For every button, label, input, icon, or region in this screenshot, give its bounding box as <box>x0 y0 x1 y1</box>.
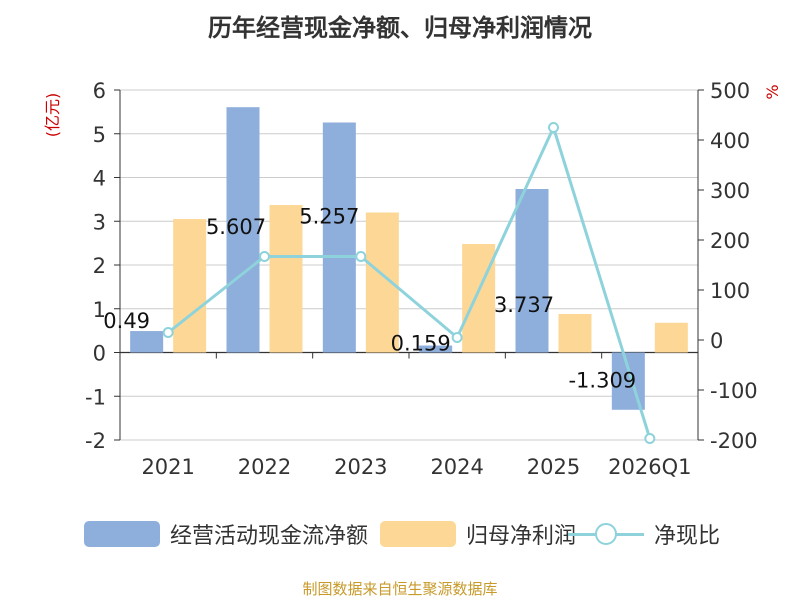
y-right-tick-label: 100 <box>710 279 750 303</box>
legend-swatch-ratio <box>568 521 644 547</box>
data-label-cashflow: 5.257 <box>299 205 359 229</box>
y-left-tick-label: 4 <box>93 167 106 191</box>
data-label-cashflow: 0.159 <box>391 332 451 356</box>
bars <box>130 107 688 410</box>
gridlines <box>120 89 698 441</box>
legend-item-net-profit[interactable]: 归母净利润 <box>380 516 576 552</box>
y-left-tick-label: 5 <box>93 123 106 147</box>
ratio-point <box>259 251 270 262</box>
data-label-cashflow: -1.309 <box>568 369 636 393</box>
bar-net-profit <box>173 219 207 353</box>
bar-cashflow <box>515 189 549 353</box>
y-left-tick-label: 2 <box>93 254 106 278</box>
bar-cashflow <box>226 107 260 353</box>
x-tick-label: 2023 <box>334 455 387 479</box>
x-tick-label: 2021 <box>141 455 194 479</box>
axes: 6 5 4 3 2 1 0 -1 -2 500 400 300 200 100 0 -100 -200 2021 2… <box>85 79 758 479</box>
ratio-line <box>162 122 656 444</box>
x-tick-label: 2026Q1 <box>608 455 691 479</box>
bar-cashflow <box>419 345 453 353</box>
x-tick-label: 2025 <box>527 455 580 479</box>
bar-net-profit <box>654 322 688 353</box>
bar-cashflow <box>130 331 164 353</box>
y-right-tick-label: 200 <box>710 229 750 253</box>
legend-label-net-profit: 归母净利润 <box>466 524 577 549</box>
bar-cashflow <box>322 122 356 353</box>
legend-item-ratio[interactable]: 净现比 <box>568 516 720 552</box>
y-right-tick-label: -200 <box>710 429 758 453</box>
y-left-tick-label: -2 <box>85 429 106 453</box>
source-note: 制图数据来自恒生聚源数据库 <box>302 580 498 598</box>
y-left-tick-label: 0 <box>93 342 106 366</box>
ratio-point <box>548 122 559 133</box>
y-right-tick-label: 0 <box>710 329 723 353</box>
legend: 经营活动现金流净额 归母净利润 净现比 <box>0 516 800 552</box>
chart-title: 历年经营现金净额、归母净利润情况 <box>208 14 592 42</box>
ratio-point <box>162 327 174 338</box>
y-right-tick-label: -100 <box>710 379 758 403</box>
bar-net-profit <box>269 205 303 353</box>
y-right-tick-label: 300 <box>710 179 750 203</box>
y-left-axis-label: (亿元) <box>43 93 62 138</box>
ratio-line-path <box>167 123 652 439</box>
legend-label-cashflow: 经营活动现金流净额 <box>170 524 369 549</box>
data-label-cashflow: 5.607 <box>206 215 266 239</box>
legend-swatch-cashflow <box>84 521 160 547</box>
x-tick-label: 2024 <box>430 455 483 479</box>
ratio-point <box>644 433 656 444</box>
y-left-tick-label: 3 <box>93 210 106 234</box>
legend-swatch-net-profit <box>380 521 456 547</box>
y-left-tick-label: 1 <box>93 298 106 322</box>
data-labels: 0.49 5.607 5.257 0.159 3.737 -1.309 <box>103 205 636 393</box>
data-label-cashflow: 0.49 <box>103 309 150 333</box>
y-right-axis-label: % <box>763 84 782 99</box>
bar-net-profit <box>558 314 592 353</box>
y-right-tick-label: 400 <box>710 129 750 153</box>
legend-label-ratio: 净现比 <box>654 524 721 549</box>
bar-net-profit <box>462 244 496 353</box>
data-label-cashflow: 3.737 <box>494 293 554 317</box>
y-left-tick-label: 6 <box>93 79 106 103</box>
ratio-point <box>355 251 367 262</box>
y-right-tick-label: 500 <box>710 79 750 103</box>
y-left-tick-label: -1 <box>85 385 106 409</box>
legend-item-cashflow[interactable]: 经营活动现金流净额 <box>84 516 368 552</box>
ratio-point <box>451 332 463 343</box>
x-tick-label: 2022 <box>238 455 291 479</box>
